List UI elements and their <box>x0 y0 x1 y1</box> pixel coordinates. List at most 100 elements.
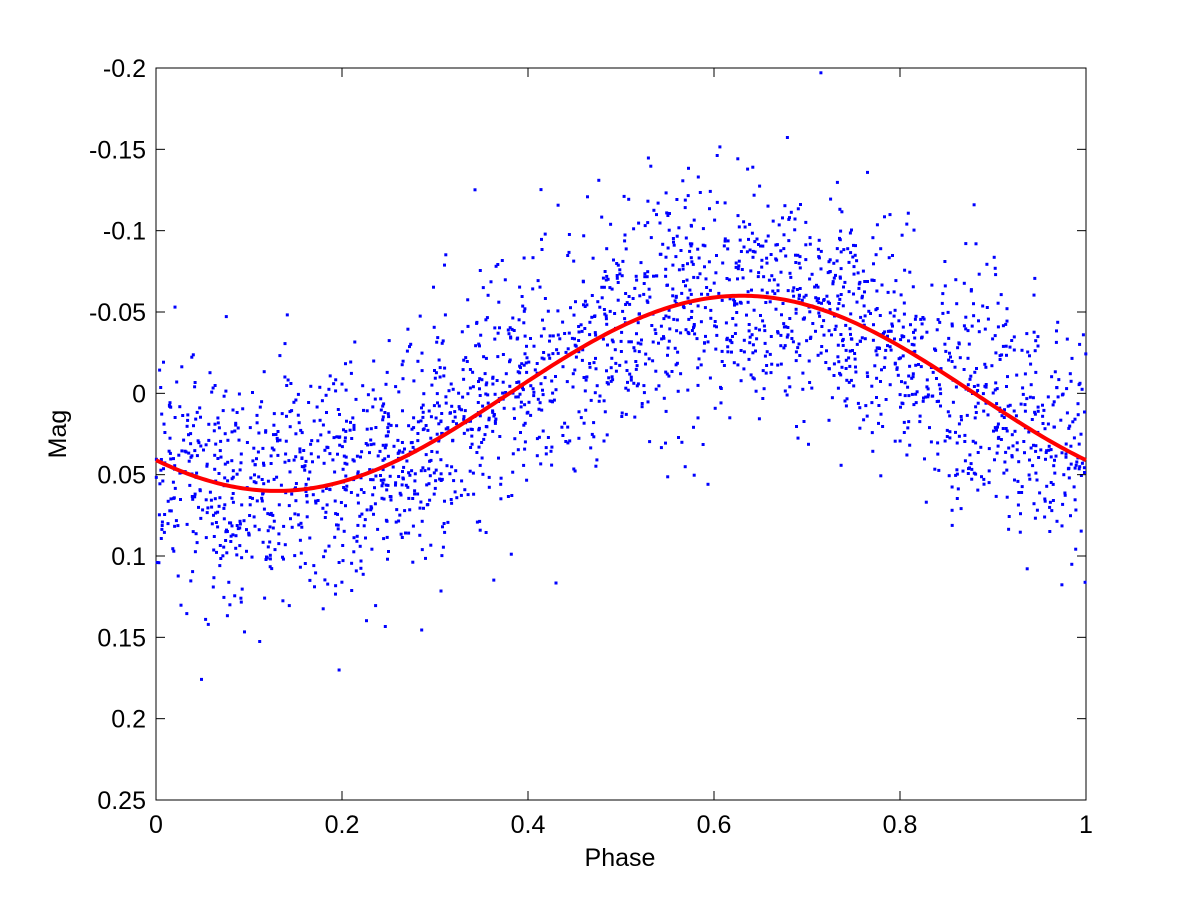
scatter-point <box>290 492 294 496</box>
scatter-point <box>491 376 495 380</box>
scatter-point <box>247 533 251 537</box>
scatter-point <box>486 401 490 405</box>
scatter-point <box>850 337 854 341</box>
scatter-point <box>462 431 466 435</box>
scatter-point <box>341 467 345 471</box>
scatter-point <box>466 428 470 432</box>
scatter-point <box>566 425 570 429</box>
scatter-point <box>294 499 298 503</box>
scatter-point <box>468 469 472 473</box>
scatter-point <box>532 394 536 398</box>
scatter-point <box>200 677 203 681</box>
scatter-point <box>577 339 581 342</box>
scatter-point <box>404 483 408 487</box>
scatter-point <box>736 267 740 271</box>
scatter-point <box>438 477 442 481</box>
scatter-point <box>763 341 767 345</box>
scatter-point <box>780 313 783 317</box>
scatter-point <box>939 367 943 371</box>
scatter-point <box>769 371 773 375</box>
scatter-point <box>677 436 680 439</box>
scatter-point <box>591 256 595 260</box>
scatter-point <box>1073 417 1077 421</box>
scatter-point <box>354 569 358 573</box>
scatter-point <box>1083 471 1086 474</box>
scatter-point <box>318 385 322 389</box>
scatter-point <box>453 490 457 494</box>
scatter-point <box>1034 339 1038 343</box>
scatter-point <box>1043 427 1047 431</box>
scatter-point <box>839 229 843 233</box>
scatter-point <box>627 340 631 344</box>
scatter-point <box>420 628 424 632</box>
scatter-point <box>356 493 360 497</box>
scatter-point <box>355 534 359 538</box>
scatter-point <box>726 345 730 349</box>
scatter-point <box>696 276 700 280</box>
scatter-point <box>736 363 740 367</box>
scatter-point <box>437 422 441 426</box>
scatter-point <box>1047 448 1051 452</box>
scatter-point <box>355 454 359 458</box>
scatter-point <box>852 384 856 388</box>
scatter-point <box>224 315 228 319</box>
scatter-point <box>397 390 401 394</box>
scatter-point <box>276 430 280 433</box>
scatter-point <box>734 265 738 269</box>
scatter-point <box>507 332 511 336</box>
scatter-point <box>311 493 315 497</box>
scatter-point <box>870 384 874 388</box>
scatter-point <box>917 363 920 366</box>
scatter-point <box>862 418 866 422</box>
scatter-point <box>233 594 237 598</box>
scatter-point <box>216 525 220 529</box>
scatter-point <box>782 322 786 326</box>
scatter-point <box>852 243 855 247</box>
scatter-point <box>816 247 820 251</box>
scatter-point <box>704 334 707 338</box>
scatter-point <box>603 270 607 273</box>
scatter-point <box>219 455 223 459</box>
scatter-point <box>709 316 713 320</box>
x-axis-label: Phase <box>585 844 656 872</box>
scatter-point <box>1043 515 1047 519</box>
scatter-point <box>1072 485 1076 489</box>
axis-ticks <box>155 67 1087 801</box>
scatter-point <box>266 479 270 483</box>
scatter-point <box>223 476 227 480</box>
scatter-point <box>487 475 491 479</box>
scatter-point <box>540 356 544 360</box>
scatter-point <box>631 297 635 300</box>
scatter-point <box>874 349 878 353</box>
scatter-point <box>1033 276 1037 280</box>
scatter-point <box>866 375 870 378</box>
scatter-point <box>861 319 865 323</box>
scatter-point <box>515 381 519 384</box>
scatter-point <box>278 354 282 358</box>
scatter-point <box>332 382 336 386</box>
scatter-point <box>649 164 653 168</box>
scatter-point <box>877 346 881 350</box>
scatter-point <box>522 363 526 367</box>
scatter-point <box>957 434 961 438</box>
scatter-point <box>608 286 612 290</box>
scatter-point <box>893 439 897 443</box>
scatter-point <box>336 408 340 411</box>
scatter-point <box>926 393 930 397</box>
scatter-point <box>548 339 551 343</box>
scatter-point <box>772 278 776 282</box>
scatter-point <box>231 500 235 504</box>
scatter-point <box>408 508 412 512</box>
scatter-point <box>797 261 801 265</box>
scatter-point <box>943 260 947 263</box>
scatter-point <box>261 540 265 544</box>
scatter-point <box>875 376 879 380</box>
scatter-point <box>260 499 264 503</box>
scatter-point <box>556 309 560 313</box>
scatter-point <box>919 317 923 321</box>
scatter-point <box>628 302 632 306</box>
scatter-point <box>609 222 613 226</box>
scatter-point <box>624 412 628 416</box>
scatter-point <box>841 337 845 341</box>
scatter-point <box>223 462 227 466</box>
